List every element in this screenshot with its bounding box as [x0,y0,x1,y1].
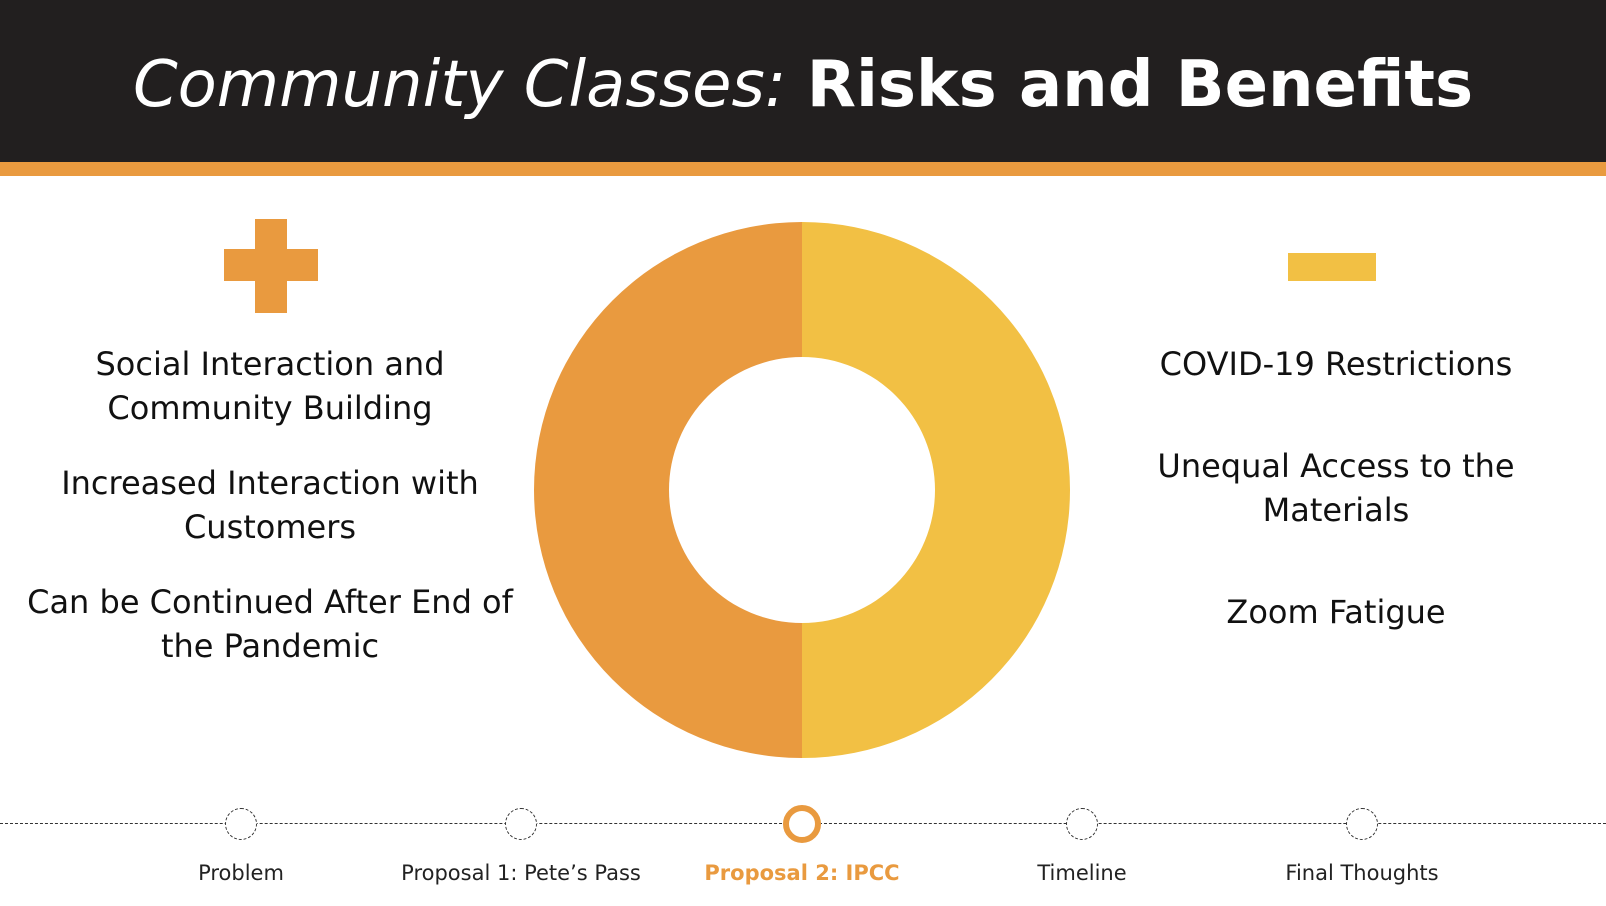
donut-segment [534,222,802,758]
header: Community Classes: Risks and Benefits [0,0,1606,162]
nav-label-0[interactable]: Problem [198,861,284,885]
benefit-item: Social Interaction and Community Buildin… [95,345,445,427]
nav-label-1[interactable]: Proposal 1: Pete’s Pass [401,861,641,885]
benefit-item: Can be Continued After End of the Pandem… [27,583,513,665]
nav-dot-2[interactable] [783,805,821,843]
nav-dot-3[interactable] [1066,808,1098,840]
nav-dot-0[interactable] [225,808,257,840]
donut-segment [802,222,1070,758]
minus-icon [1288,253,1376,281]
risk-item: COVID-19 Restrictions [1159,345,1513,383]
donut-graphic [534,222,1070,758]
nav-label-2[interactable]: Proposal 2: IPCC [704,861,900,885]
benefit-item: Increased Interaction with Customers [61,464,479,546]
header-accent-bar [0,162,1606,176]
title-light: Community Classes: [132,48,787,122]
nav-dot-1[interactable] [505,808,537,840]
risk-item: Zoom Fatigue [1226,593,1446,631]
nav-dot-4[interactable] [1346,808,1378,840]
nav-label-3[interactable]: Timeline [1037,861,1127,885]
title-bold: Risks and Benefits [806,48,1474,122]
page-title: Community Classes: Risks and Benefits [0,40,1606,130]
risk-item: Unequal Access to the Materials [1157,447,1515,529]
plus-icon [224,219,318,313]
nav-label-4[interactable]: Final Thoughts [1285,861,1439,885]
